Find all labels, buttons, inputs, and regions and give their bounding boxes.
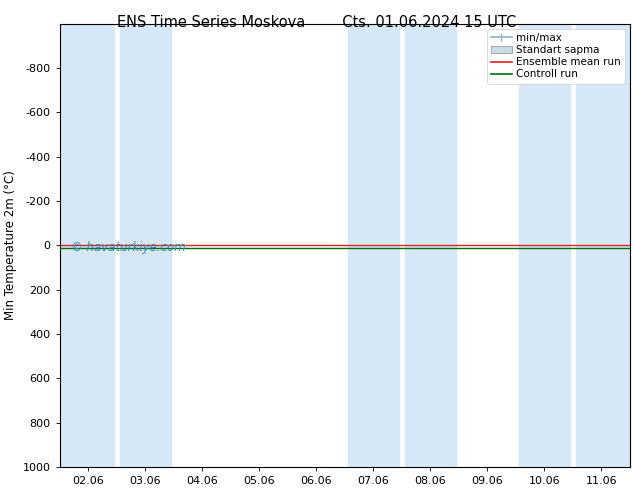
Text: © havaturkiye.com: © havaturkiye.com bbox=[71, 241, 186, 254]
Bar bbox=[60, 24, 114, 467]
Bar bbox=[347, 24, 399, 467]
Bar bbox=[404, 24, 456, 467]
Legend: min/max, Standart sapma, Ensemble mean run, Controll run: min/max, Standart sapma, Ensemble mean r… bbox=[486, 29, 624, 84]
Bar bbox=[576, 24, 630, 467]
Bar bbox=[120, 24, 171, 467]
Y-axis label: Min Temperature 2m (°C): Min Temperature 2m (°C) bbox=[4, 171, 17, 320]
Text: ENS Time Series Moskova        Cts. 01.06.2024 15 UTC: ENS Time Series Moskova Cts. 01.06.2024 … bbox=[117, 15, 517, 30]
Bar bbox=[519, 24, 570, 467]
